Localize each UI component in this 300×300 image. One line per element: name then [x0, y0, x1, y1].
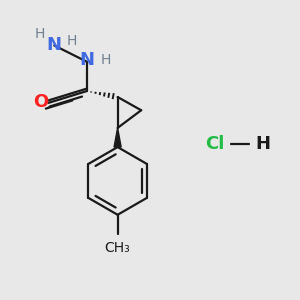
Text: H: H	[100, 53, 111, 67]
Polygon shape	[114, 128, 121, 147]
Text: N: N	[47, 37, 62, 55]
Text: H: H	[67, 34, 77, 48]
Text: O: O	[33, 93, 49, 111]
Text: H: H	[256, 135, 271, 153]
Text: Cl: Cl	[205, 135, 224, 153]
Text: N: N	[79, 51, 94, 69]
Text: H: H	[34, 27, 45, 41]
Text: CH₃: CH₃	[105, 241, 130, 255]
